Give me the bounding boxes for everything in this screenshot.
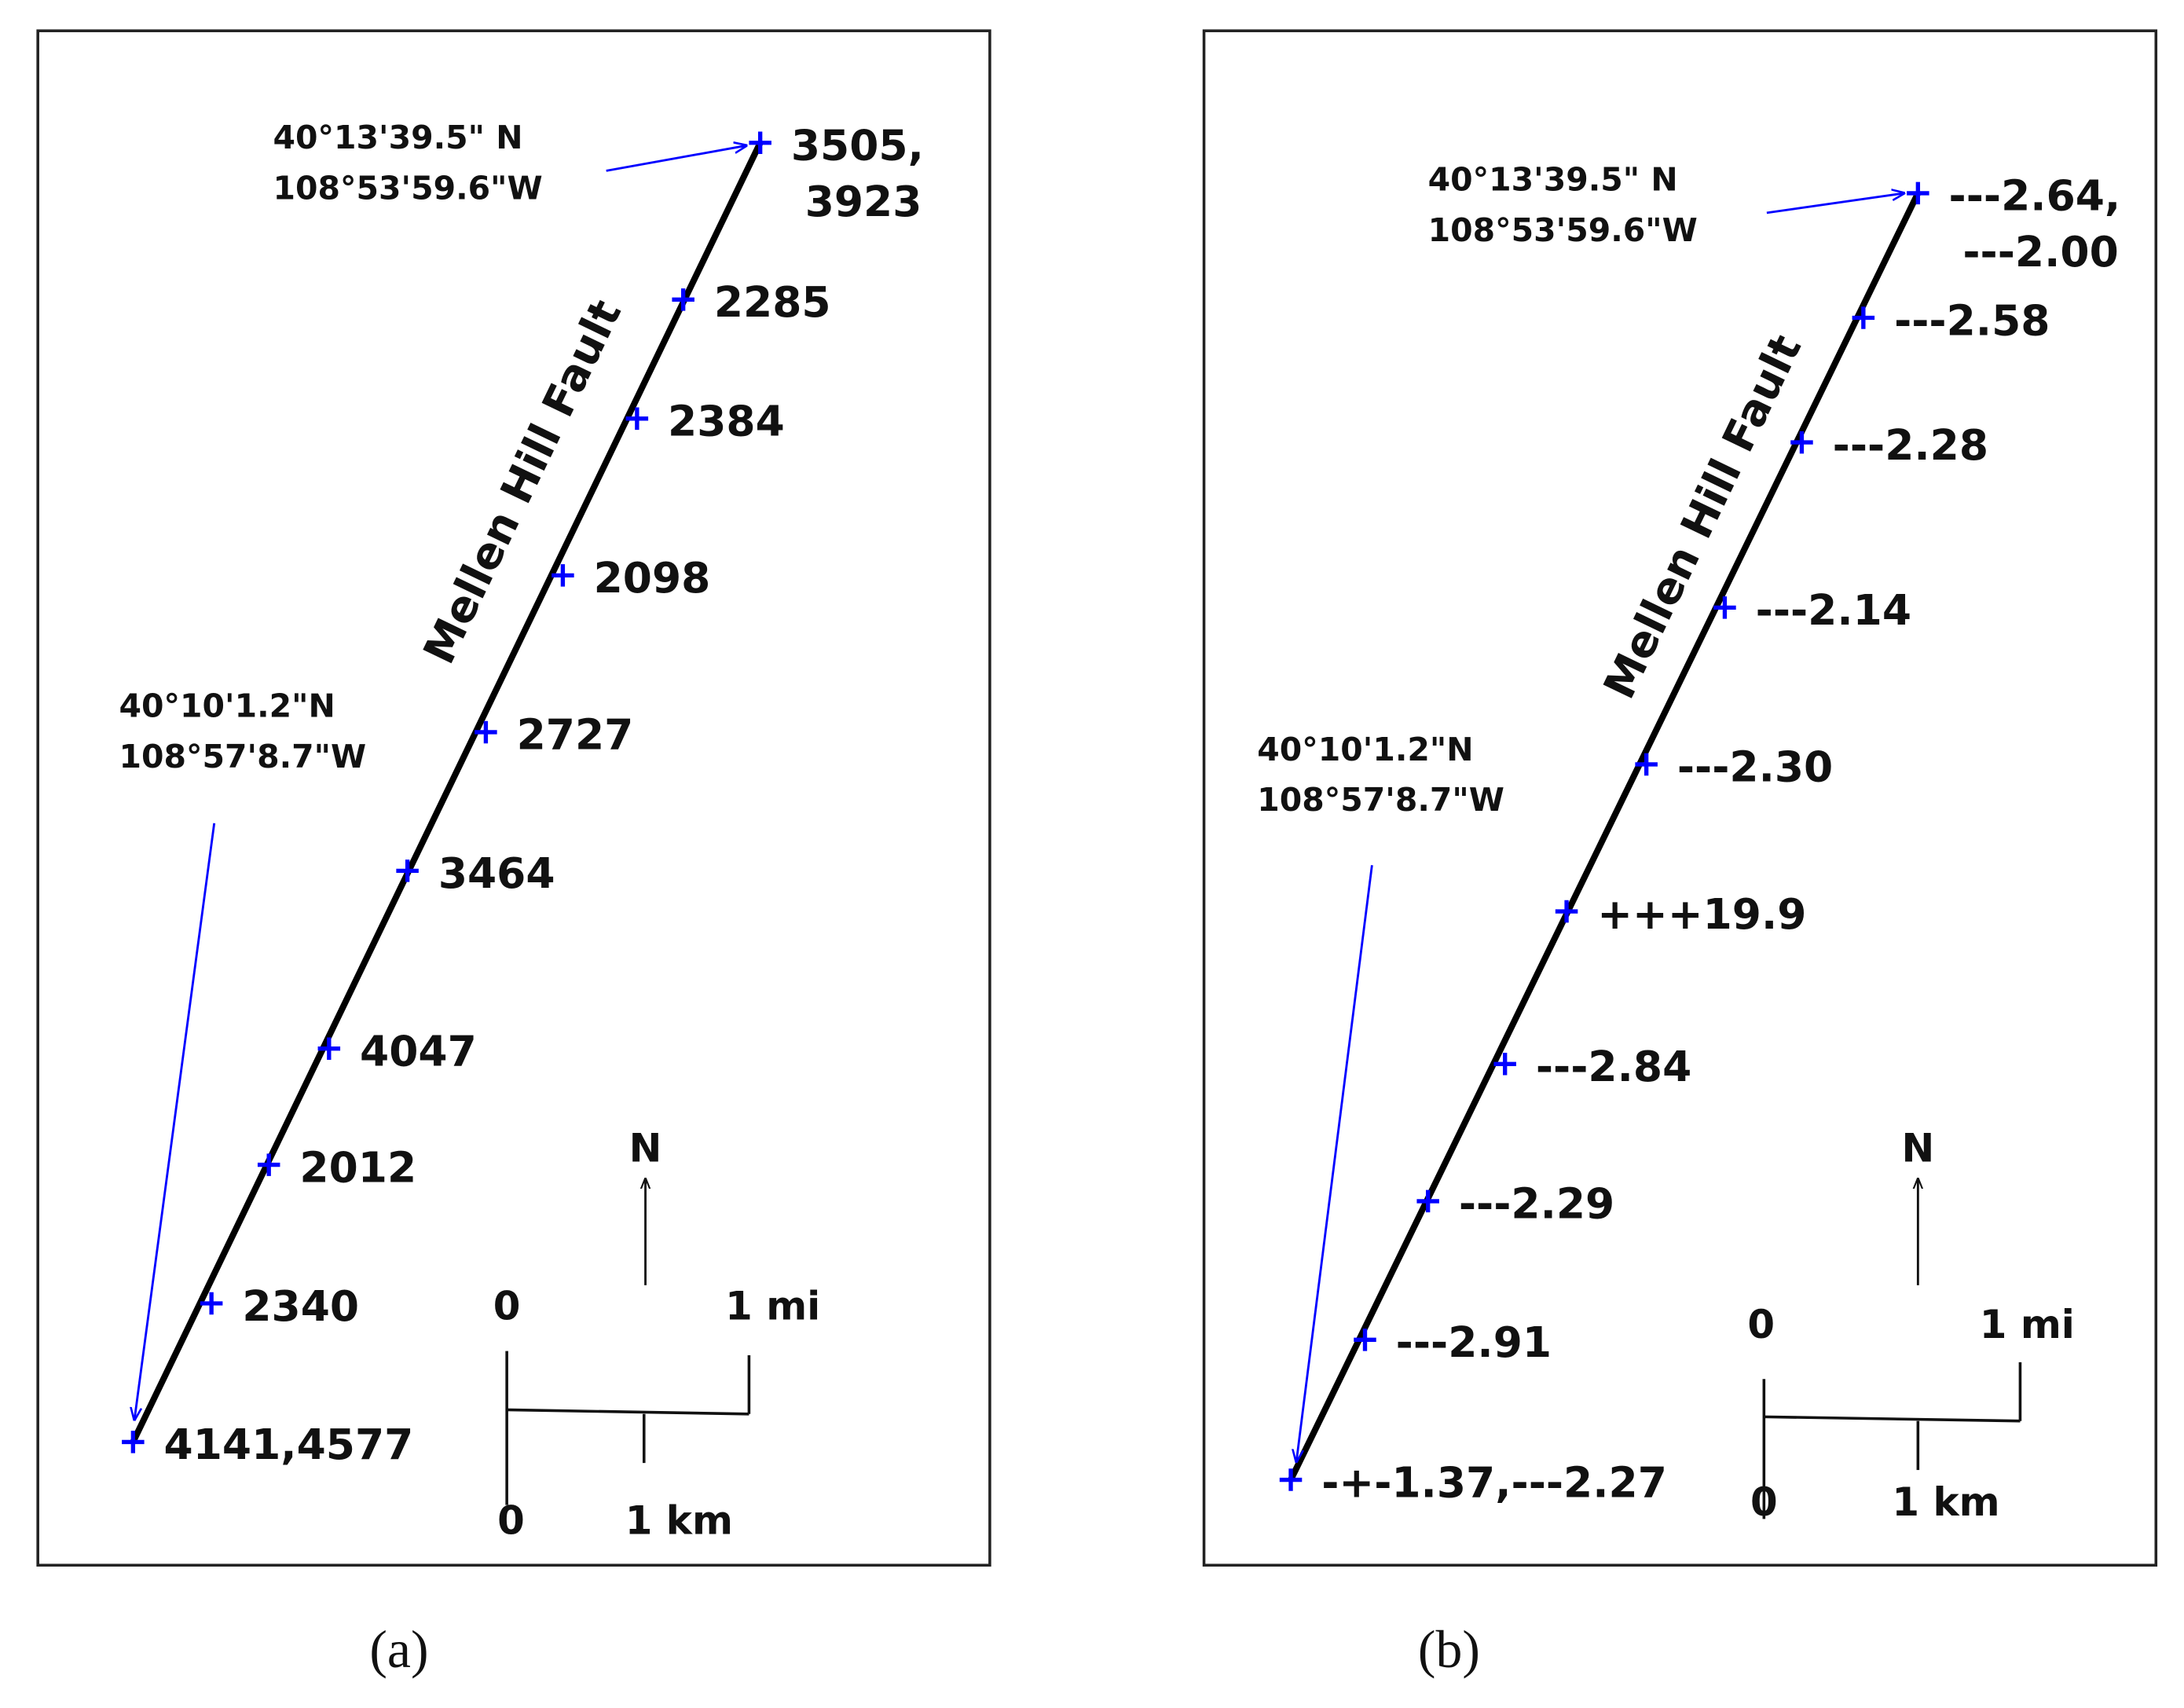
- sample-point: [1555, 900, 1578, 923]
- sample-point: [551, 564, 574, 587]
- fault-line: [1288, 192, 1921, 1482]
- point-label: 2384: [668, 397, 785, 446]
- point-label: 3505,: [791, 121, 924, 170]
- sample-point: [257, 1153, 280, 1176]
- sample-point: [1354, 1329, 1376, 1351]
- point-label: +++19.9: [1597, 889, 1806, 939]
- point-label: ---2.58: [1894, 295, 2050, 345]
- sample-point: [122, 1431, 145, 1453]
- fault-name: Mellen Hill Fault: [1595, 328, 1812, 707]
- sample-point: [475, 720, 497, 744]
- sample-point: [1907, 181, 1929, 205]
- coordinate-arrow: [1296, 865, 1373, 1461]
- point-label: 2340: [242, 1281, 359, 1331]
- coordinate-label: 40°13'39.5" N: [273, 119, 523, 156]
- panel-caption: (a): [369, 1620, 428, 1679]
- point-label: 2098: [594, 553, 711, 603]
- point-label: ---2.28: [1833, 420, 1988, 470]
- coordinate-arrow: [606, 145, 746, 172]
- sample-point: [1279, 1468, 1303, 1491]
- point-label: ---2.84: [1536, 1042, 1691, 1091]
- point-label: 4047: [360, 1026, 477, 1076]
- fault-line: [130, 141, 764, 1444]
- sample-point: [317, 1037, 341, 1060]
- scale-label: 0: [1750, 1479, 1778, 1525]
- sample-point: [1713, 596, 1736, 619]
- scale-bar: [507, 1408, 749, 1416]
- scale-label: 0: [493, 1284, 521, 1329]
- coordinate-label: 108°57'8.7"W: [119, 738, 367, 775]
- sample-point: [1790, 431, 1813, 454]
- north-label: N: [629, 1125, 662, 1171]
- sample-point: [1416, 1189, 1439, 1213]
- point-label: 2285: [714, 277, 831, 327]
- point-label: 4141,4577: [164, 1420, 414, 1469]
- coordinate-arrow: [134, 823, 216, 1420]
- point-label: ---2.29: [1459, 1179, 1614, 1229]
- scale-label: 1 km: [625, 1497, 733, 1543]
- sample-point: [749, 131, 771, 155]
- coordinate-arrow: [1766, 193, 1904, 214]
- coordinate-label: 108°53'59.6"W: [273, 169, 543, 207]
- scale-label: 1 mi: [725, 1284, 820, 1329]
- sample-point: [1635, 753, 1658, 776]
- point-label: ---2.00: [1962, 227, 2118, 277]
- north-label: N: [1901, 1125, 1934, 1171]
- scale-label: 0: [497, 1497, 525, 1543]
- panel-caption: (b): [1418, 1620, 1480, 1679]
- sample-point: [672, 288, 694, 311]
- point-label: 3923: [805, 177, 922, 226]
- panel-frame: [1202, 29, 2158, 1567]
- sample-point: [396, 859, 419, 882]
- sample-point: [1493, 1053, 1516, 1076]
- scale-label: 1 km: [1892, 1479, 1999, 1525]
- point-label: ---2.14: [1756, 585, 1911, 635]
- point-label: ---2.91: [1396, 1318, 1552, 1367]
- point-label: 2012: [299, 1142, 416, 1192]
- sample-point: [200, 1292, 223, 1315]
- point-label: ---2.30: [1677, 742, 1833, 792]
- scale-bar: [1764, 1415, 2021, 1423]
- panel-frame: [36, 29, 991, 1567]
- coordinate-label: 108°57'8.7"W: [1257, 781, 1504, 819]
- coordinate-label: 40°10'1.2"N: [119, 687, 335, 725]
- point-label: -+-1.37,---2.27: [1321, 1457, 1667, 1507]
- point-label: 2727: [517, 710, 634, 760]
- point-label: 3464: [438, 849, 555, 898]
- point-label: ---2.64,: [1949, 171, 2121, 221]
- sample-point: [1852, 306, 1875, 329]
- coordinate-label: 108°53'59.6"W: [1428, 211, 1698, 249]
- scale-label: 0: [1747, 1302, 1775, 1347]
- coordinate-label: 40°10'1.2"N: [1257, 731, 1473, 768]
- sample-point: [625, 407, 649, 431]
- coordinate-label: 40°13'39.5" N: [1428, 161, 1678, 199]
- scale-label: 1 mi: [1980, 1302, 2075, 1347]
